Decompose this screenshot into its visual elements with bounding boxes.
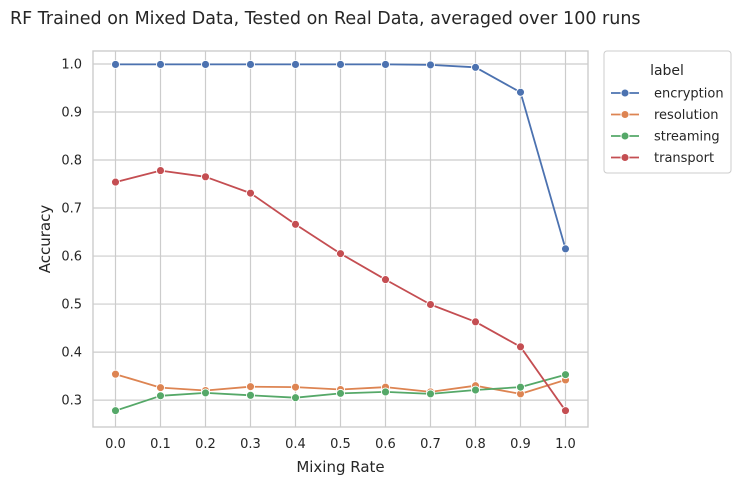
data-point	[156, 166, 165, 176]
data-point	[381, 387, 390, 397]
data-point	[336, 249, 345, 259]
data-point	[336, 59, 345, 69]
data-point	[156, 59, 165, 69]
x-tick-label: 0.8	[465, 437, 486, 452]
data-point	[246, 59, 255, 69]
legend-label: transport	[654, 151, 714, 166]
data-point	[426, 389, 435, 399]
legend-box	[603, 50, 732, 174]
data-point	[291, 59, 300, 69]
series-streaming	[111, 370, 570, 416]
data-point	[291, 393, 300, 403]
legend-title: label	[650, 63, 684, 79]
data-point	[246, 382, 255, 392]
data-point	[426, 60, 435, 70]
legend-entries: encryption resolution streaming transport	[611, 87, 724, 166]
legend-label: streaming	[654, 130, 720, 145]
data-point	[471, 62, 480, 72]
data-point	[516, 342, 525, 352]
series-transport	[111, 166, 570, 416]
y-tick-label: 0.3	[61, 394, 82, 409]
x-axis-ticks: 0.0 0.1 0.2 0.3 0.4 0.5 0.6 0.7 0.8 0.9 1.0	[105, 437, 576, 452]
data-point	[156, 383, 165, 393]
data-point	[291, 219, 300, 229]
legend-marker	[620, 131, 630, 141]
x-tick-label: 0.6	[375, 437, 396, 452]
legend-entry-transport: transport	[611, 151, 714, 166]
x-tick-label: 0.7	[420, 437, 441, 452]
data-point	[246, 188, 255, 198]
data-point	[426, 300, 435, 309]
data-point	[201, 172, 210, 182]
legend-marker	[620, 110, 630, 119]
y-axis-ticks: 0.3 0.4 0.5 0.6 0.7 0.8 0.9 1.0	[61, 57, 82, 408]
y-tick-label: 0.8	[61, 154, 82, 169]
series-layer	[111, 59, 570, 416]
legend-entry-streaming: streaming	[611, 130, 720, 145]
data-point	[201, 59, 210, 69]
y-tick-label: 0.5	[61, 298, 82, 313]
legend-marker	[620, 153, 630, 162]
data-point	[561, 406, 570, 416]
x-tick-label: 0.2	[195, 437, 216, 452]
chart-title: RF Trained on Mixed Data, Tested on Real…	[10, 9, 641, 29]
x-axis-label: Mixing Rate	[296, 458, 384, 476]
data-point	[246, 390, 255, 400]
data-point	[381, 59, 390, 69]
data-point	[111, 59, 120, 69]
y-tick-label: 0.7	[61, 202, 82, 217]
legend-label: resolution	[654, 108, 719, 123]
data-point	[111, 177, 120, 187]
data-point	[336, 388, 345, 398]
x-tick-label: 0.0	[105, 437, 126, 452]
data-point	[561, 244, 570, 254]
y-axis-label: Accuracy	[36, 205, 54, 274]
data-point	[201, 388, 210, 398]
data-point	[561, 370, 570, 380]
x-tick-label: 0.4	[285, 437, 306, 452]
data-point	[516, 382, 525, 392]
legend: label encryption resolution streaming trans…	[603, 50, 732, 174]
y-tick-label: 0.6	[61, 250, 82, 265]
legend-entry-encryption: encryption	[611, 87, 724, 102]
x-tick-label: 0.3	[240, 437, 261, 452]
y-tick-label: 0.9	[61, 105, 82, 120]
legend-entry-resolution: resolution	[611, 108, 719, 123]
data-point	[111, 369, 120, 379]
grid-lines	[93, 51, 588, 427]
y-tick-label: 1.0	[61, 57, 82, 72]
x-tick-label: 0.9	[510, 437, 531, 452]
data-point	[111, 406, 120, 416]
plot-frame	[92, 50, 589, 428]
data-point	[516, 87, 525, 97]
x-tick-label: 0.1	[150, 437, 171, 452]
x-tick-label: 0.5	[330, 437, 351, 452]
data-point	[471, 385, 480, 395]
series-encryption	[111, 59, 570, 254]
data-point	[291, 382, 300, 392]
x-tick-label: 1.0	[555, 437, 576, 452]
data-point	[156, 391, 165, 401]
data-point	[381, 275, 390, 285]
legend-label: encryption	[654, 87, 724, 102]
y-tick-label: 0.4	[61, 346, 82, 361]
legend-marker	[620, 88, 630, 98]
data-point	[471, 317, 480, 327]
